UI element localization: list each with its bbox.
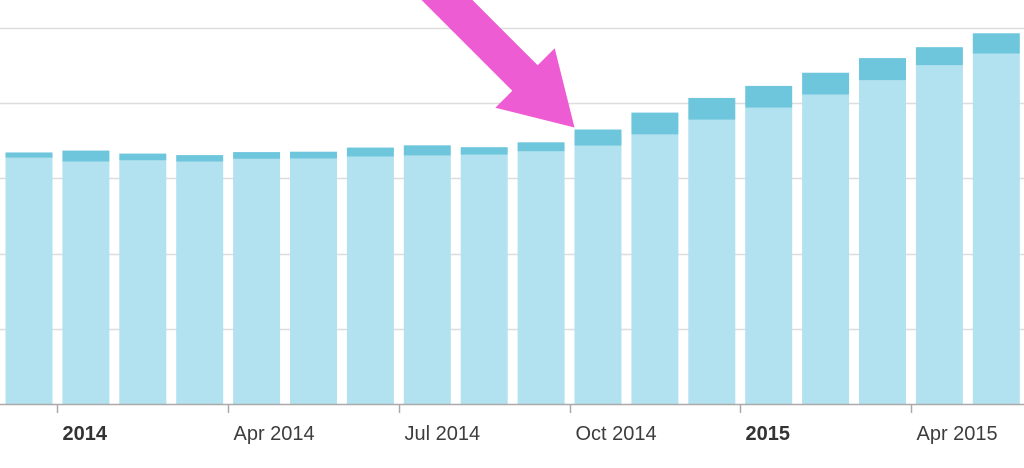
bar-base bbox=[688, 119, 736, 404]
bar-base bbox=[403, 155, 451, 404]
grid-lines bbox=[0, 27, 1024, 331]
bar-top bbox=[62, 150, 110, 162]
bar-top bbox=[517, 142, 565, 152]
bar-base bbox=[574, 145, 622, 405]
x-tick-label: 2015 bbox=[746, 423, 791, 445]
bar-top bbox=[290, 151, 337, 159]
bar-base bbox=[802, 94, 850, 404]
bar-base bbox=[5, 157, 53, 404]
bar-top bbox=[574, 129, 622, 146]
bar-top bbox=[119, 153, 167, 161]
bar-top bbox=[802, 72, 850, 95]
bar-top bbox=[176, 155, 224, 162]
annotation-arrow bbox=[421, 0, 575, 128]
x-tick-label: Oct 2014 bbox=[576, 423, 657, 445]
bar-base bbox=[346, 156, 394, 404]
bar-base bbox=[290, 158, 337, 404]
bar-base bbox=[517, 151, 565, 404]
bar-top bbox=[688, 97, 736, 120]
x-tick-label: Apr 2015 bbox=[917, 423, 998, 445]
bar-top bbox=[233, 152, 281, 159]
bar-base bbox=[745, 107, 793, 404]
x-tick-label: Apr 2014 bbox=[234, 423, 315, 445]
bar-base bbox=[119, 160, 167, 404]
arrow-shape bbox=[421, 0, 575, 128]
bar-top bbox=[972, 33, 1020, 54]
bar-base bbox=[233, 158, 281, 404]
bar-base bbox=[859, 80, 906, 404]
bar-top bbox=[631, 112, 679, 135]
x-tick-label: Jul 2014 bbox=[405, 423, 481, 445]
x-axis bbox=[0, 403, 1024, 413]
bar-top bbox=[5, 152, 53, 158]
bar-top bbox=[460, 147, 508, 155]
bar-base bbox=[176, 161, 224, 404]
bar-top bbox=[745, 85, 793, 108]
bar-top bbox=[346, 147, 394, 157]
bar-base bbox=[915, 65, 963, 404]
bar-top bbox=[915, 47, 963, 66]
bars bbox=[5, 33, 1020, 405]
x-tick-label: 2014 bbox=[63, 423, 108, 445]
bar-top bbox=[403, 145, 451, 156]
bar-base bbox=[460, 154, 508, 404]
bar-base bbox=[972, 53, 1020, 405]
bar-base bbox=[62, 161, 110, 404]
x-tick-labels: 2014 Apr 2014 Jul 2014 Oct 2014 2015 Apr 2015 bbox=[63, 423, 998, 445]
bar-top bbox=[859, 58, 906, 81]
bar-base bbox=[631, 134, 679, 404]
